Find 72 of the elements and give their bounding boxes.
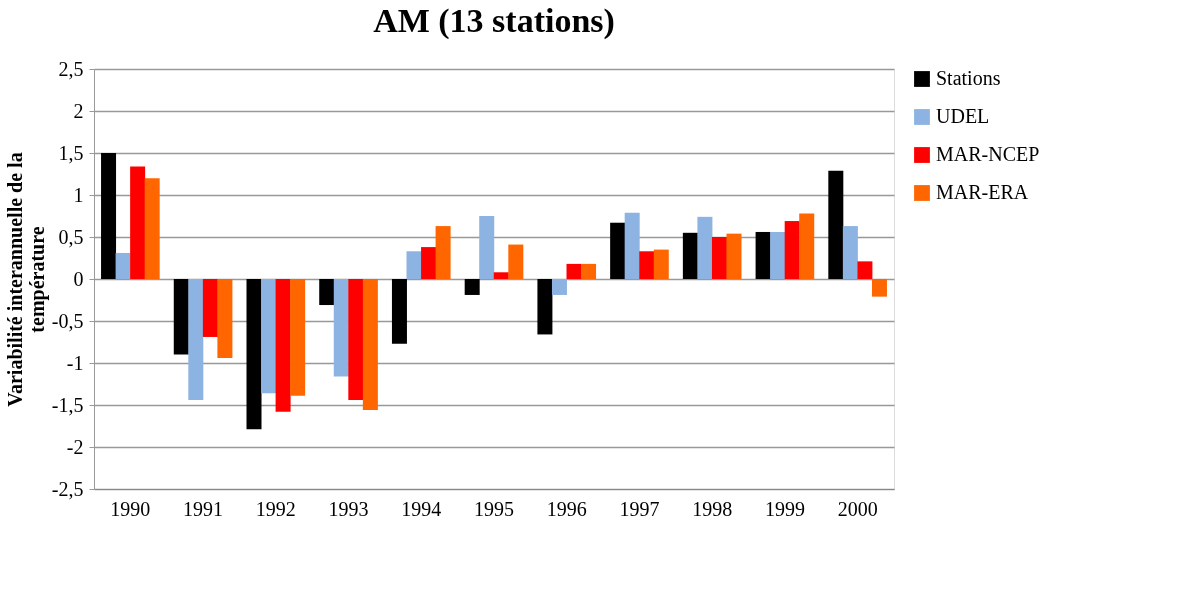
- bar: [871, 279, 887, 297]
- x-tick-label: 1999: [764, 497, 805, 520]
- chart-title: AM (13 stations): [373, 2, 615, 40]
- x-tick-label: 1995: [474, 497, 514, 520]
- bar: [610, 222, 626, 279]
- bar: [828, 170, 844, 279]
- y-tick-label: 0,5: [58, 225, 84, 248]
- bar: [130, 166, 146, 279]
- bar: [319, 279, 335, 306]
- bar: [188, 279, 204, 400]
- legend-label: UDEL: [936, 105, 990, 127]
- y-tick-label: -2: [66, 435, 84, 458]
- x-tick-label: 1990: [110, 497, 151, 520]
- y-tick-label: 0: [73, 267, 84, 290]
- y-tick-label: 1: [73, 183, 84, 206]
- bar: [479, 216, 495, 279]
- bar: [537, 279, 553, 335]
- bar: [173, 279, 189, 355]
- bar: [842, 226, 858, 279]
- x-tick-label: 1997: [619, 497, 660, 520]
- bar: [421, 247, 437, 279]
- bar: [275, 279, 291, 412]
- x-tick-label: 1996: [546, 497, 587, 520]
- x-tick-label: 1992: [255, 497, 296, 520]
- bar: [348, 279, 364, 400]
- bar: [711, 237, 727, 279]
- y-tick-label: 2: [73, 99, 84, 122]
- y-tick-label: -2,5: [51, 477, 84, 500]
- x-tick-label: 2000: [837, 497, 878, 520]
- bar: [726, 233, 742, 279]
- bar: [115, 252, 131, 279]
- legend-label: MAR-ERA: [936, 181, 1029, 203]
- x-tick-label: 1998: [692, 497, 733, 520]
- bar: [799, 213, 815, 279]
- bar: [697, 216, 713, 279]
- bar: [464, 279, 480, 295]
- bar: [770, 231, 786, 279]
- bar: [202, 279, 218, 337]
- bar: [406, 251, 422, 279]
- bar: [857, 261, 873, 279]
- bar: [682, 232, 698, 279]
- y-tick-label: 1,5: [58, 141, 84, 164]
- bar: [144, 178, 160, 279]
- y-tick-label: 2,5: [58, 57, 84, 80]
- y-tick-label: -1: [66, 351, 84, 374]
- bar: [566, 263, 582, 279]
- bar: [755, 231, 771, 279]
- bar: [101, 153, 117, 279]
- bar: [435, 226, 451, 279]
- x-tick-label: 1994: [401, 497, 442, 520]
- x-tick-label: 1993: [328, 497, 369, 520]
- bar: [581, 263, 597, 279]
- bar: [653, 249, 669, 279]
- y-tick-label: -0,5: [51, 309, 84, 332]
- bar: [624, 212, 640, 279]
- bar: [333, 279, 349, 377]
- bar: [290, 279, 306, 396]
- bar: [362, 279, 378, 411]
- y-axis-title: Variabilité interannuelle de la température: [3, 152, 49, 407]
- bar: [784, 221, 800, 279]
- bar: [261, 279, 277, 394]
- bar: [551, 279, 567, 295]
- bar: [493, 272, 509, 279]
- bar: [246, 279, 262, 430]
- x-tick-label: 1991: [183, 497, 224, 520]
- bar: [639, 251, 655, 279]
- y-tick-label: -1,5: [51, 393, 84, 416]
- legend-label: Stations: [936, 67, 1001, 89]
- bar: [391, 279, 407, 344]
- bar: [217, 279, 233, 358]
- legend-label: MAR-NCEP: [936, 143, 1040, 165]
- bar: [508, 244, 524, 279]
